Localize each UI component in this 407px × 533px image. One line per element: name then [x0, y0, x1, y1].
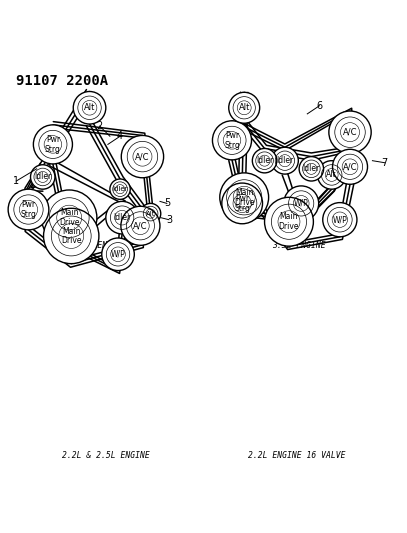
Text: W/P: W/P	[111, 250, 125, 259]
Text: A/C: A/C	[133, 221, 148, 230]
Text: Idler: Idler	[256, 156, 273, 165]
Text: 3.3L ENGINE: 3.3L ENGINE	[272, 241, 326, 250]
Text: 2: 2	[96, 121, 103, 131]
Circle shape	[140, 204, 161, 224]
Text: Main
Drive: Main Drive	[279, 212, 299, 231]
Circle shape	[42, 190, 97, 245]
Circle shape	[271, 147, 298, 174]
Text: Main
Drive: Main Drive	[59, 208, 79, 227]
Circle shape	[31, 165, 55, 189]
Text: Pwr
Strg: Pwr Strg	[45, 135, 61, 154]
Text: W/P: W/P	[294, 199, 309, 208]
Circle shape	[317, 160, 346, 189]
Circle shape	[265, 197, 313, 246]
Circle shape	[252, 149, 277, 173]
Text: Idler: Idler	[34, 173, 51, 181]
Circle shape	[323, 203, 357, 237]
Circle shape	[110, 179, 130, 199]
Text: 4: 4	[117, 131, 123, 141]
Circle shape	[220, 173, 269, 222]
Text: A/C: A/C	[135, 152, 150, 161]
Text: Alt: Alt	[84, 103, 95, 112]
Text: Alt: Alt	[326, 171, 337, 180]
Circle shape	[121, 206, 160, 245]
Text: 91107 2200A: 91107 2200A	[16, 75, 108, 88]
Text: Pwr
Strg: Pwr Strg	[224, 131, 240, 150]
Text: Pwr
Strg: Pwr Strg	[234, 194, 250, 213]
Circle shape	[333, 149, 368, 184]
Circle shape	[222, 183, 263, 224]
Circle shape	[33, 125, 72, 164]
Text: A/C: A/C	[343, 162, 357, 171]
Circle shape	[102, 238, 134, 271]
Circle shape	[106, 201, 138, 234]
Text: Idler: Idler	[112, 186, 128, 192]
Text: 7: 7	[381, 158, 388, 168]
Text: 5: 5	[164, 198, 170, 208]
Text: 6: 6	[316, 101, 323, 111]
Text: 2.2L & 2.5L ENGINE: 2.2L & 2.5L ENGINE	[62, 451, 150, 460]
Circle shape	[121, 135, 164, 178]
Text: Pwr
Strg: Pwr Strg	[20, 200, 37, 219]
Text: 1: 1	[13, 176, 20, 186]
Text: Idler: Idler	[114, 213, 131, 222]
Text: 3: 3	[166, 215, 172, 225]
Text: Idler: Idler	[276, 156, 293, 165]
Circle shape	[284, 186, 319, 221]
Text: Main
Drive: Main Drive	[61, 227, 81, 245]
Circle shape	[8, 189, 49, 230]
Circle shape	[229, 92, 260, 123]
Text: 2.2L ENGINE 16 VALVE: 2.2L ENGINE 16 VALVE	[248, 451, 346, 460]
Text: Alt: Alt	[146, 211, 155, 216]
Text: W/P: W/P	[333, 215, 347, 224]
Circle shape	[73, 92, 106, 124]
Text: A/C: A/C	[343, 128, 357, 136]
Circle shape	[299, 157, 324, 181]
Text: 3.0L ENGINE: 3.0L ENGINE	[73, 241, 127, 250]
Text: Idler: Idler	[303, 164, 320, 173]
Circle shape	[212, 121, 252, 160]
Circle shape	[44, 208, 99, 264]
Text: Alt: Alt	[239, 103, 250, 112]
Circle shape	[329, 111, 371, 154]
Text: Main
Drive: Main Drive	[234, 188, 254, 207]
